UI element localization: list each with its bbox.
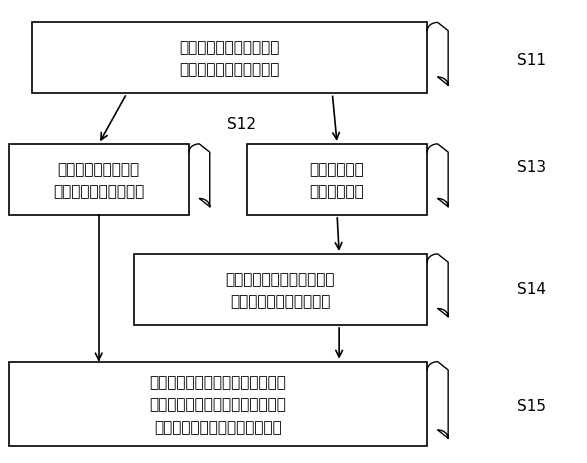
Bar [247, 144, 427, 215]
Text: 根据荧光点在二维像素点中的对应
位置和荧光凝胶的物距，匹配得出
至少部分二维像素点的三维点云: 根据荧光点在二维像素点中的对应 位置和荧光凝胶的物距，匹配得出 至少部分二维像素… [150, 375, 286, 434]
Bar [9, 362, 427, 446]
Text: S12: S12 [227, 117, 255, 131]
Text: 根据荧光点在荧光图像中的
亮度计算荧光凝胶的物距: 根据荧光点在荧光图像中的 亮度计算荧光凝胶的物距 [225, 271, 335, 308]
Text: S11: S11 [517, 52, 546, 68]
Text: 从白光图像中识别出
生理组织的二维像素点: 从白光图像中识别出 生理组织的二维像素点 [53, 162, 144, 199]
Text: S15: S15 [517, 398, 546, 413]
Bar [134, 254, 427, 325]
Text: 从荧光图像中
识别出荧光点: 从荧光图像中 识别出荧光点 [310, 162, 365, 199]
Text: S14: S14 [517, 281, 546, 296]
Bar [9, 144, 189, 215]
Text: S13: S13 [517, 160, 546, 175]
Bar [32, 23, 427, 94]
Text: 获取白光图像和在预设激
光强度照射下的荧光图像: 获取白光图像和在预设激 光强度照射下的荧光图像 [180, 40, 280, 77]
